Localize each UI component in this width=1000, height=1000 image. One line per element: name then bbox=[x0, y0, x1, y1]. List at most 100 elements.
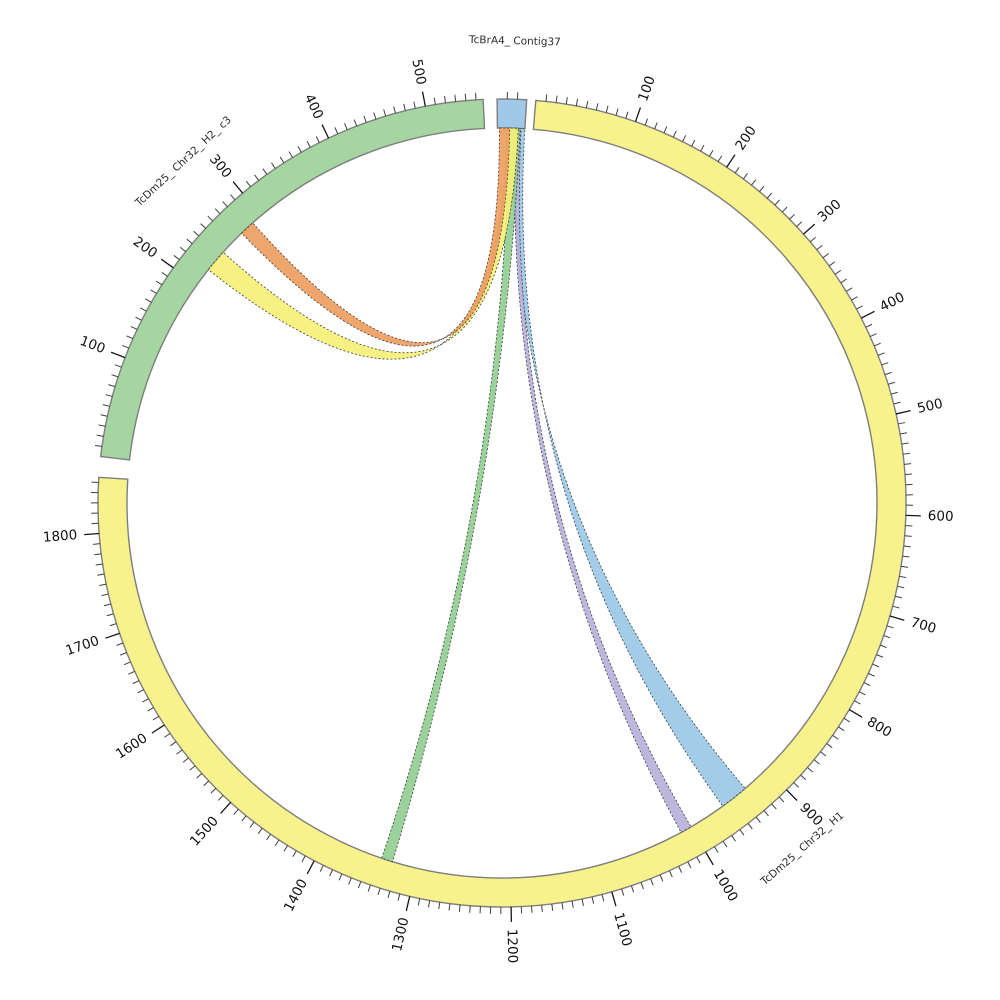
minor-tick bbox=[329, 869, 333, 877]
minor-tick bbox=[433, 97, 436, 105]
tick-label: 800 bbox=[864, 714, 894, 741]
tick-label: 1000 bbox=[710, 867, 741, 905]
major-tick bbox=[84, 532, 100, 536]
minor-tick bbox=[334, 127, 339, 135]
tick-label: 500 bbox=[408, 58, 429, 86]
minor-tick bbox=[319, 865, 324, 872]
minor-tick bbox=[766, 192, 773, 199]
minor-tick bbox=[301, 855, 306, 863]
minor-tick bbox=[902, 555, 910, 558]
minor-tick bbox=[826, 743, 833, 749]
minor-tick bbox=[140, 307, 147, 312]
minor-tick bbox=[373, 112, 377, 120]
minor-tick bbox=[229, 194, 236, 201]
minor-tick bbox=[98, 424, 106, 427]
minor-tick bbox=[417, 898, 421, 906]
minor-tick bbox=[898, 422, 906, 425]
minor-tick bbox=[283, 845, 289, 852]
minor-tick bbox=[838, 726, 845, 732]
minor-tick bbox=[403, 103, 406, 111]
minor-tick bbox=[297, 146, 302, 153]
tick-label: 400 bbox=[301, 92, 327, 122]
minor-tick bbox=[894, 595, 903, 599]
minor-tick bbox=[904, 535, 912, 537]
minor-tick bbox=[682, 135, 687, 142]
minor-tick bbox=[233, 808, 239, 815]
major-tick bbox=[110, 351, 126, 359]
minor-tick bbox=[904, 463, 912, 465]
minor-tick bbox=[454, 94, 457, 102]
minor-tick bbox=[135, 316, 142, 321]
minor-tick bbox=[444, 95, 447, 104]
minor-tick bbox=[845, 287, 853, 292]
minor-tick bbox=[161, 271, 168, 277]
minor-tick bbox=[771, 803, 777, 810]
major-tick bbox=[321, 124, 330, 139]
minor-tick bbox=[778, 796, 785, 803]
major-tick bbox=[611, 891, 617, 907]
minor-tick bbox=[883, 635, 891, 639]
minor-tick bbox=[279, 156, 285, 164]
minor-tick bbox=[106, 613, 114, 617]
minor-tick bbox=[427, 900, 431, 908]
minor-tick bbox=[126, 335, 134, 340]
minor-tick bbox=[217, 795, 224, 801]
minor-tick bbox=[678, 866, 683, 873]
minor-tick bbox=[448, 903, 451, 911]
minor-tick bbox=[881, 362, 889, 366]
minor-tick bbox=[585, 100, 589, 109]
minor-tick bbox=[130, 325, 138, 330]
minor-tick bbox=[851, 296, 858, 301]
major-tick bbox=[895, 409, 911, 415]
minor-tick bbox=[383, 109, 387, 117]
minor-tick bbox=[137, 689, 144, 694]
minor-tick bbox=[575, 98, 579, 106]
minor-tick bbox=[413, 101, 416, 109]
minor-tick bbox=[722, 840, 728, 848]
major-tick bbox=[232, 181, 244, 194]
major-tick bbox=[405, 896, 411, 912]
minor-tick bbox=[109, 623, 117, 627]
minor-tick bbox=[142, 698, 149, 703]
minor-tick bbox=[700, 144, 705, 152]
minor-tick bbox=[717, 155, 723, 162]
minor-tick bbox=[245, 180, 252, 188]
minor-tick bbox=[150, 289, 157, 294]
tick-label: 1600 bbox=[113, 730, 151, 762]
major-tick bbox=[306, 860, 315, 875]
tick-label: 300 bbox=[206, 151, 235, 181]
minor-tick bbox=[897, 585, 905, 589]
minor-tick bbox=[108, 384, 116, 388]
minor-tick bbox=[97, 573, 105, 576]
minor-tick bbox=[893, 401, 901, 405]
tick-label: 200 bbox=[130, 234, 160, 262]
minor-tick bbox=[200, 223, 207, 229]
minor-tick bbox=[691, 139, 696, 147]
minor-tick bbox=[890, 391, 898, 395]
ribbon-green bbox=[381, 127, 521, 863]
minor-tick bbox=[257, 827, 263, 835]
minor-tick bbox=[868, 672, 875, 677]
minor-tick bbox=[877, 352, 885, 356]
minor-tick bbox=[654, 122, 658, 130]
major-tick bbox=[889, 615, 905, 621]
major-tick bbox=[860, 310, 875, 319]
major-tick bbox=[421, 91, 426, 107]
minor-tick bbox=[809, 236, 816, 243]
contig-label-TcBrA4_Contig37: TcBrA4_ Contig37 bbox=[468, 34, 561, 49]
minor-tick bbox=[630, 885, 635, 893]
minor-tick bbox=[186, 238, 193, 245]
tick-label: 600 bbox=[928, 508, 954, 525]
minor-tick bbox=[179, 246, 187, 252]
minor-tick bbox=[856, 305, 863, 310]
minor-tick bbox=[114, 364, 122, 368]
minor-tick bbox=[822, 253, 829, 259]
minor-tick bbox=[469, 905, 471, 913]
minor-tick bbox=[292, 850, 297, 858]
minor-tick bbox=[571, 900, 574, 908]
minor-tick bbox=[800, 774, 807, 781]
minor-tick bbox=[807, 767, 814, 773]
minor-tick bbox=[663, 126, 668, 134]
